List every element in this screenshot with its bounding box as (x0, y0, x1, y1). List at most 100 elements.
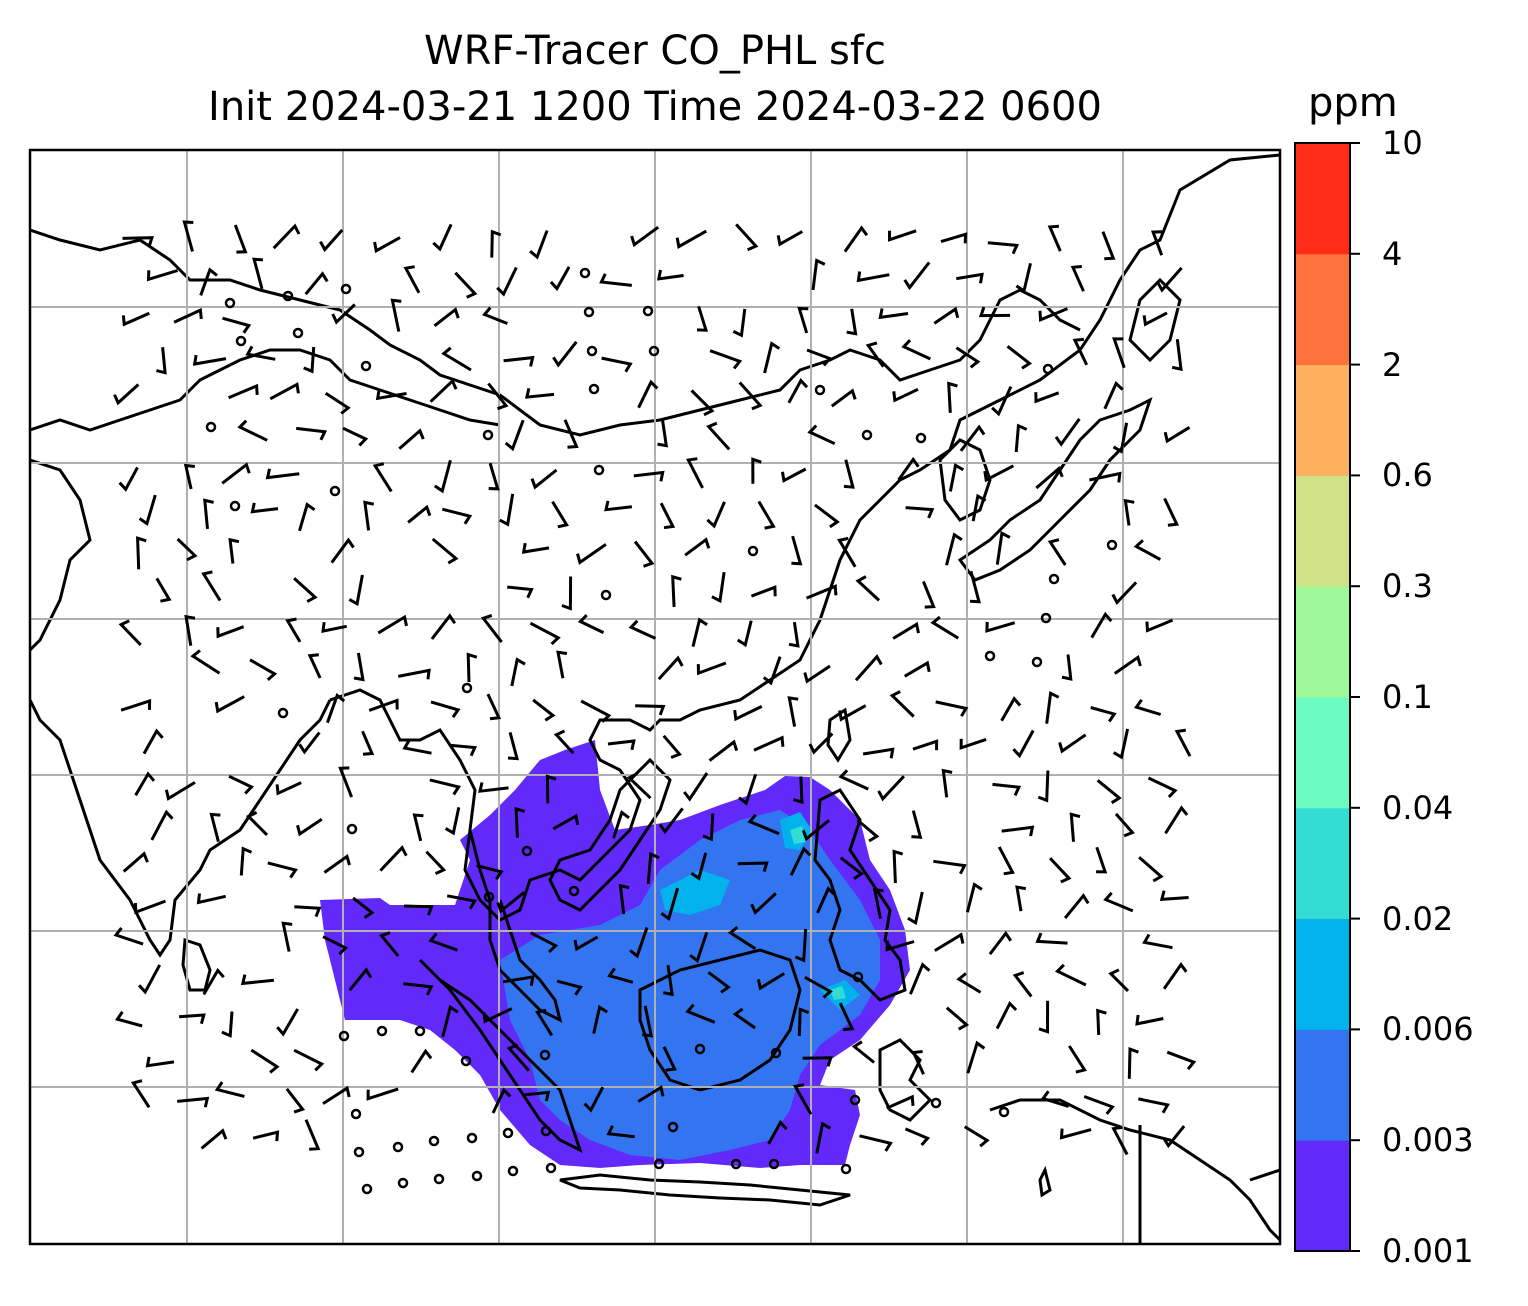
wind-barb (529, 621, 561, 646)
coastline-new-guinea (989, 1098, 1280, 1242)
wind-barb (1001, 825, 1035, 837)
wind-barb (762, 656, 782, 686)
wind-barb (506, 1043, 530, 1072)
wind-barb (940, 232, 968, 244)
wind-barb (629, 927, 649, 959)
wind-barb (851, 1040, 876, 1064)
wind-barb (642, 1005, 654, 1038)
wind-barb (907, 891, 924, 926)
wind-barb (658, 807, 684, 835)
wind-barb (1034, 391, 1060, 404)
wind-barb (933, 859, 967, 875)
wind-barb (530, 931, 559, 953)
wind-barb (249, 658, 278, 682)
wind-barb (803, 664, 831, 684)
wind-barb (911, 1050, 925, 1075)
wind-barb (830, 388, 857, 408)
wind-barb (791, 535, 803, 566)
wind-barb (901, 339, 932, 361)
wind-barb (521, 542, 550, 554)
colorbar-segment (1295, 807, 1350, 920)
calm-wind-circle (397, 1177, 409, 1189)
calm-wind-circle (579, 267, 591, 279)
wind-barb (245, 811, 269, 836)
wind-barb (1090, 706, 1117, 723)
wind-barb (373, 236, 401, 254)
wind-barb (1015, 885, 1027, 912)
wind-barb (662, 1046, 677, 1072)
calm-wind-circle (282, 290, 294, 302)
wind-barb (514, 806, 526, 838)
wind-barb (476, 864, 504, 881)
wind-barb (657, 655, 684, 681)
calm-wind-circle (770, 1047, 782, 1059)
wind-barb (441, 346, 472, 372)
wind-barb (709, 349, 743, 370)
wind-barb (496, 891, 526, 914)
wind-barb (1103, 380, 1124, 410)
wind-barb (276, 1008, 299, 1037)
wind-barb (706, 501, 726, 529)
calm-wind-circle (747, 545, 759, 557)
colorbar-segment (1295, 475, 1350, 587)
wind-barb (556, 979, 583, 996)
colorbar-segment (1295, 697, 1350, 809)
wind-barb (196, 893, 227, 905)
calm-wind-circle (235, 335, 247, 347)
wind-barb (155, 577, 172, 603)
calm-wind-circle (340, 283, 352, 295)
wind-barbs (113, 220, 1197, 1195)
wind-barb (1123, 498, 1135, 526)
wind-barb (252, 1130, 280, 1142)
wind-barb (338, 766, 353, 798)
wind-barb (904, 1127, 931, 1147)
wind-barb (250, 1048, 280, 1074)
wind-barb (934, 932, 965, 952)
wind-barb (304, 271, 329, 296)
wind-barb (390, 298, 402, 332)
wind-barb (130, 1079, 151, 1109)
colorbar-tick-label: 0.3 (1382, 567, 1433, 606)
wind-barb (816, 886, 836, 914)
wind-barb (878, 308, 909, 320)
wind-barb (945, 532, 963, 566)
wind-barb (216, 625, 245, 639)
wind-barb (738, 773, 758, 806)
wind-barb (767, 1119, 788, 1145)
wind-barb (504, 419, 525, 452)
wind-barb (199, 267, 218, 296)
wind-barb (1072, 337, 1089, 366)
wind-barb (298, 731, 321, 755)
wind-barb (182, 220, 194, 252)
wind-barb (397, 668, 431, 680)
calm-wind-circle (768, 1158, 780, 1170)
wind-barb (856, 271, 890, 283)
wind-barb (1058, 733, 1087, 754)
wind-barb (372, 462, 393, 493)
wind-barb (114, 1010, 143, 1028)
wind-barb (576, 543, 607, 565)
wind-barb (947, 381, 958, 413)
wind-barb (684, 537, 711, 557)
wind-barb (403, 265, 421, 294)
wind-barb (1006, 345, 1033, 370)
wind-barb (209, 812, 221, 843)
wind-barb (192, 354, 227, 366)
wind-barb (1174, 728, 1192, 757)
wind-barb (1037, 770, 1050, 803)
wind-barb (1063, 893, 1090, 920)
calm-wind-circle (471, 1170, 483, 1182)
wind-barb (490, 229, 502, 258)
wind-barb (888, 229, 917, 242)
wind-barb (959, 424, 986, 452)
wind-barb (751, 457, 762, 484)
wind-barb (203, 498, 214, 530)
wind-barb (363, 500, 375, 531)
figure-title-line2: Init 2024-03-21 1200 Time 2024-03-22 060… (208, 84, 1102, 130)
wind-barb (886, 1094, 915, 1110)
wind-barb (368, 698, 399, 712)
wind-barb (618, 883, 630, 915)
wind-barb (689, 931, 709, 964)
wind-barb (1166, 1050, 1197, 1071)
